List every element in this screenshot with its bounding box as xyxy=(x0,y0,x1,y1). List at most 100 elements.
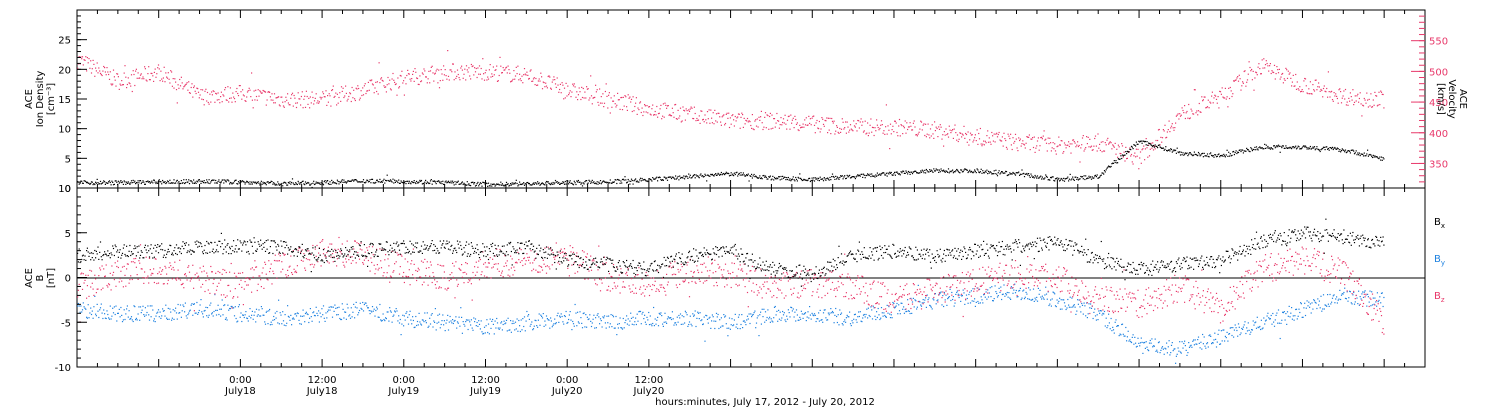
data-point xyxy=(1149,148,1151,150)
data-point xyxy=(250,183,252,185)
data-point xyxy=(168,266,170,269)
data-point xyxy=(128,282,130,284)
data-point xyxy=(596,314,598,316)
data-point xyxy=(237,181,240,183)
data-point xyxy=(152,75,154,77)
data-point xyxy=(1019,139,1021,142)
data-point xyxy=(513,322,515,324)
data-point xyxy=(1280,76,1282,78)
data-point xyxy=(104,275,106,277)
data-point xyxy=(1170,125,1173,127)
data-point xyxy=(1292,74,1294,76)
data-point xyxy=(974,298,976,300)
data-point xyxy=(666,318,669,320)
data-point xyxy=(1376,95,1378,97)
data-point xyxy=(1283,147,1285,149)
data-point xyxy=(416,182,419,184)
data-point xyxy=(1111,163,1113,165)
data-point xyxy=(1207,155,1209,158)
data-point xyxy=(1261,328,1263,330)
data-point xyxy=(1006,148,1008,150)
data-point xyxy=(968,293,970,296)
data-point xyxy=(492,323,494,325)
data-point xyxy=(670,177,673,180)
data-point xyxy=(728,173,730,175)
data-point xyxy=(1299,86,1301,88)
data-point xyxy=(1228,333,1231,335)
data-point xyxy=(1246,149,1249,151)
data-point xyxy=(198,179,200,181)
data-point xyxy=(255,181,257,183)
data-point xyxy=(516,73,518,75)
data-point xyxy=(974,137,976,139)
data-point xyxy=(206,181,209,183)
data-point xyxy=(807,311,809,313)
data-point xyxy=(116,73,118,75)
data-point xyxy=(1275,73,1277,75)
data-point xyxy=(1208,156,1210,158)
data-point xyxy=(506,330,508,332)
data-point xyxy=(1314,149,1316,151)
data-point xyxy=(885,104,887,106)
data-point xyxy=(78,56,80,58)
data-point xyxy=(872,175,874,177)
data-point xyxy=(86,316,88,318)
data-point xyxy=(202,283,204,285)
data-point xyxy=(1339,88,1341,90)
data-point xyxy=(1001,298,1003,301)
data-point xyxy=(323,181,325,183)
data-point xyxy=(350,100,352,103)
data-point xyxy=(1199,155,1201,157)
data-point xyxy=(733,175,735,177)
data-point xyxy=(1073,141,1075,143)
data-point xyxy=(184,85,186,87)
data-point xyxy=(445,75,447,77)
data-point xyxy=(1166,149,1168,152)
data-point xyxy=(1181,107,1183,109)
data-point xyxy=(1014,292,1017,294)
data-point xyxy=(649,315,651,317)
data-point xyxy=(423,68,425,70)
data-point xyxy=(206,272,208,274)
data-point xyxy=(400,334,402,336)
data-point xyxy=(130,85,132,87)
data-point xyxy=(1065,178,1067,180)
data-point xyxy=(1375,301,1377,303)
data-point xyxy=(1251,329,1253,331)
data-point xyxy=(926,294,928,296)
data-point xyxy=(102,181,104,184)
data-point xyxy=(235,179,237,181)
data-point xyxy=(760,177,762,179)
data-point xyxy=(608,315,610,317)
data-point xyxy=(817,179,819,181)
data-point xyxy=(1089,177,1091,179)
data-point xyxy=(1322,308,1324,310)
data-point xyxy=(760,323,762,325)
data-point xyxy=(1383,296,1385,299)
data-point xyxy=(498,184,500,186)
data-point xyxy=(882,132,884,134)
data-point xyxy=(95,67,97,69)
data-point xyxy=(244,314,246,316)
data-point xyxy=(920,170,922,172)
data-point xyxy=(661,315,663,317)
data-point xyxy=(739,174,741,176)
data-point xyxy=(925,306,927,308)
data-point xyxy=(972,172,974,174)
data-point xyxy=(573,180,575,182)
data-point xyxy=(1191,110,1193,112)
data-point xyxy=(454,319,456,322)
data-point xyxy=(831,117,833,120)
data-point xyxy=(86,285,88,287)
data-point xyxy=(1109,328,1111,330)
data-point xyxy=(655,114,657,116)
data-point xyxy=(620,180,622,182)
data-point xyxy=(395,308,397,310)
data-point xyxy=(108,283,110,285)
data-point xyxy=(863,130,865,132)
data-point xyxy=(142,76,144,78)
data-point xyxy=(929,137,931,139)
data-point xyxy=(112,274,114,276)
data-point xyxy=(311,186,313,189)
data-point xyxy=(1157,129,1160,131)
